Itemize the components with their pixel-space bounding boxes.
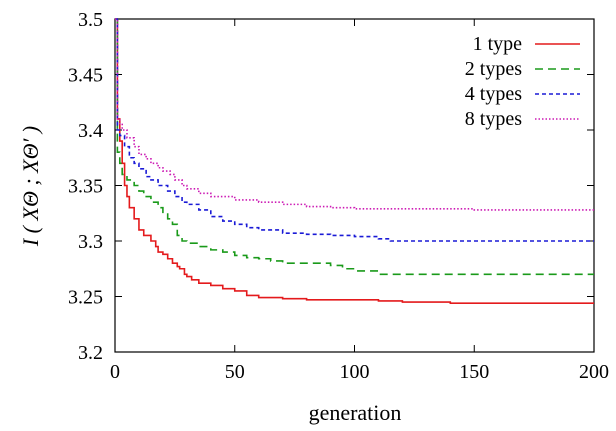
series-line-4-types — [115, 18, 594, 242]
x-tick-label: 200 — [579, 361, 609, 383]
x-tick-label: 50 — [225, 361, 245, 383]
series-line-8-types — [115, 18, 594, 211]
x-tick-label: 0 — [110, 361, 120, 383]
y-axis-title-italic: I ( XΘ ; XΘ′ ) — [18, 126, 43, 247]
series-line-1-type — [115, 18, 594, 304]
y-axis-title: I ( XΘ ; XΘ′ ) — [18, 126, 43, 247]
series-line-2-types — [115, 18, 594, 276]
y-tick-label: 3.5 — [78, 9, 103, 31]
series-lines — [115, 18, 594, 304]
x-tick-label: 100 — [340, 361, 370, 383]
legend-label: 8 types — [465, 108, 522, 130]
svg-text:I ( XΘ ; XΘ′ ): I ( XΘ ; XΘ′ ) — [18, 126, 43, 247]
legend-label: 1 type — [473, 33, 523, 55]
legend-label: 4 types — [465, 83, 522, 105]
y-tick-label: 3.4 — [78, 120, 103, 142]
y-tick-label: 3.45 — [68, 65, 103, 87]
legend-label: 2 types — [465, 58, 522, 80]
y-tick-label: 3.35 — [68, 176, 103, 198]
x-tick-label: 150 — [459, 361, 489, 383]
y-tick-label: 3.2 — [78, 342, 103, 364]
x-axis-title: generation — [309, 400, 402, 425]
y-tick-label: 3.3 — [78, 231, 103, 253]
legend: 1 type 2 types 4 types 8 types — [465, 33, 580, 130]
axis-ticks: 0 50 100 150 200 3.2 3.25 3.3 3.35 3.4 3.45 3.5 — [68, 9, 609, 383]
y-tick-label: 3.25 — [68, 287, 103, 309]
